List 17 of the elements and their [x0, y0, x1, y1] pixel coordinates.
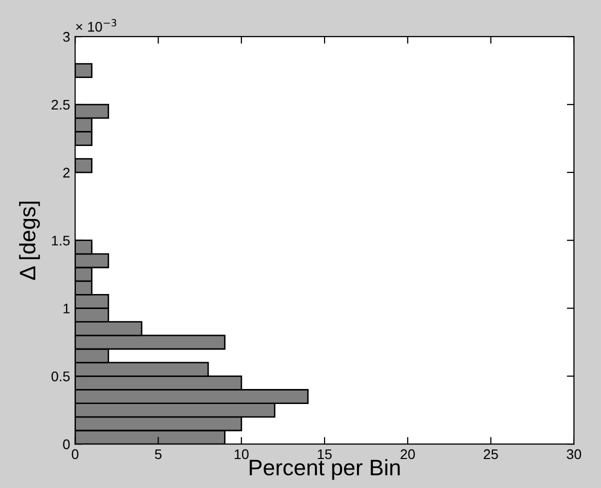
x-tick-label: 10 [234, 449, 249, 460]
y-tick-label: 1.5 [52, 236, 70, 246]
x-axis-title: Percent per Bin [250, 459, 400, 480]
x-tick-label: 25 [484, 449, 498, 460]
text: × 10$^{−3}$ [76, 19, 116, 32]
y-axis-title: Δ [degs] [19, 202, 40, 280]
y-tick-label: 1 [64, 304, 70, 314]
x-tick-label: 15 [318, 449, 332, 460]
x-tick-label: 20 [400, 449, 415, 460]
x-tick-label: 30 [566, 449, 582, 460]
y-tick-label: 2 [63, 168, 70, 178]
x-tick-label: 5 [154, 449, 162, 460]
x-tick-label: 0 [72, 449, 78, 460]
y-tick-label: 0.5 [52, 372, 70, 382]
y-tick-label: 3 [63, 32, 70, 42]
y-tick-label: 2.5 [52, 100, 70, 110]
y-tick-label: 0 [63, 439, 70, 450]
